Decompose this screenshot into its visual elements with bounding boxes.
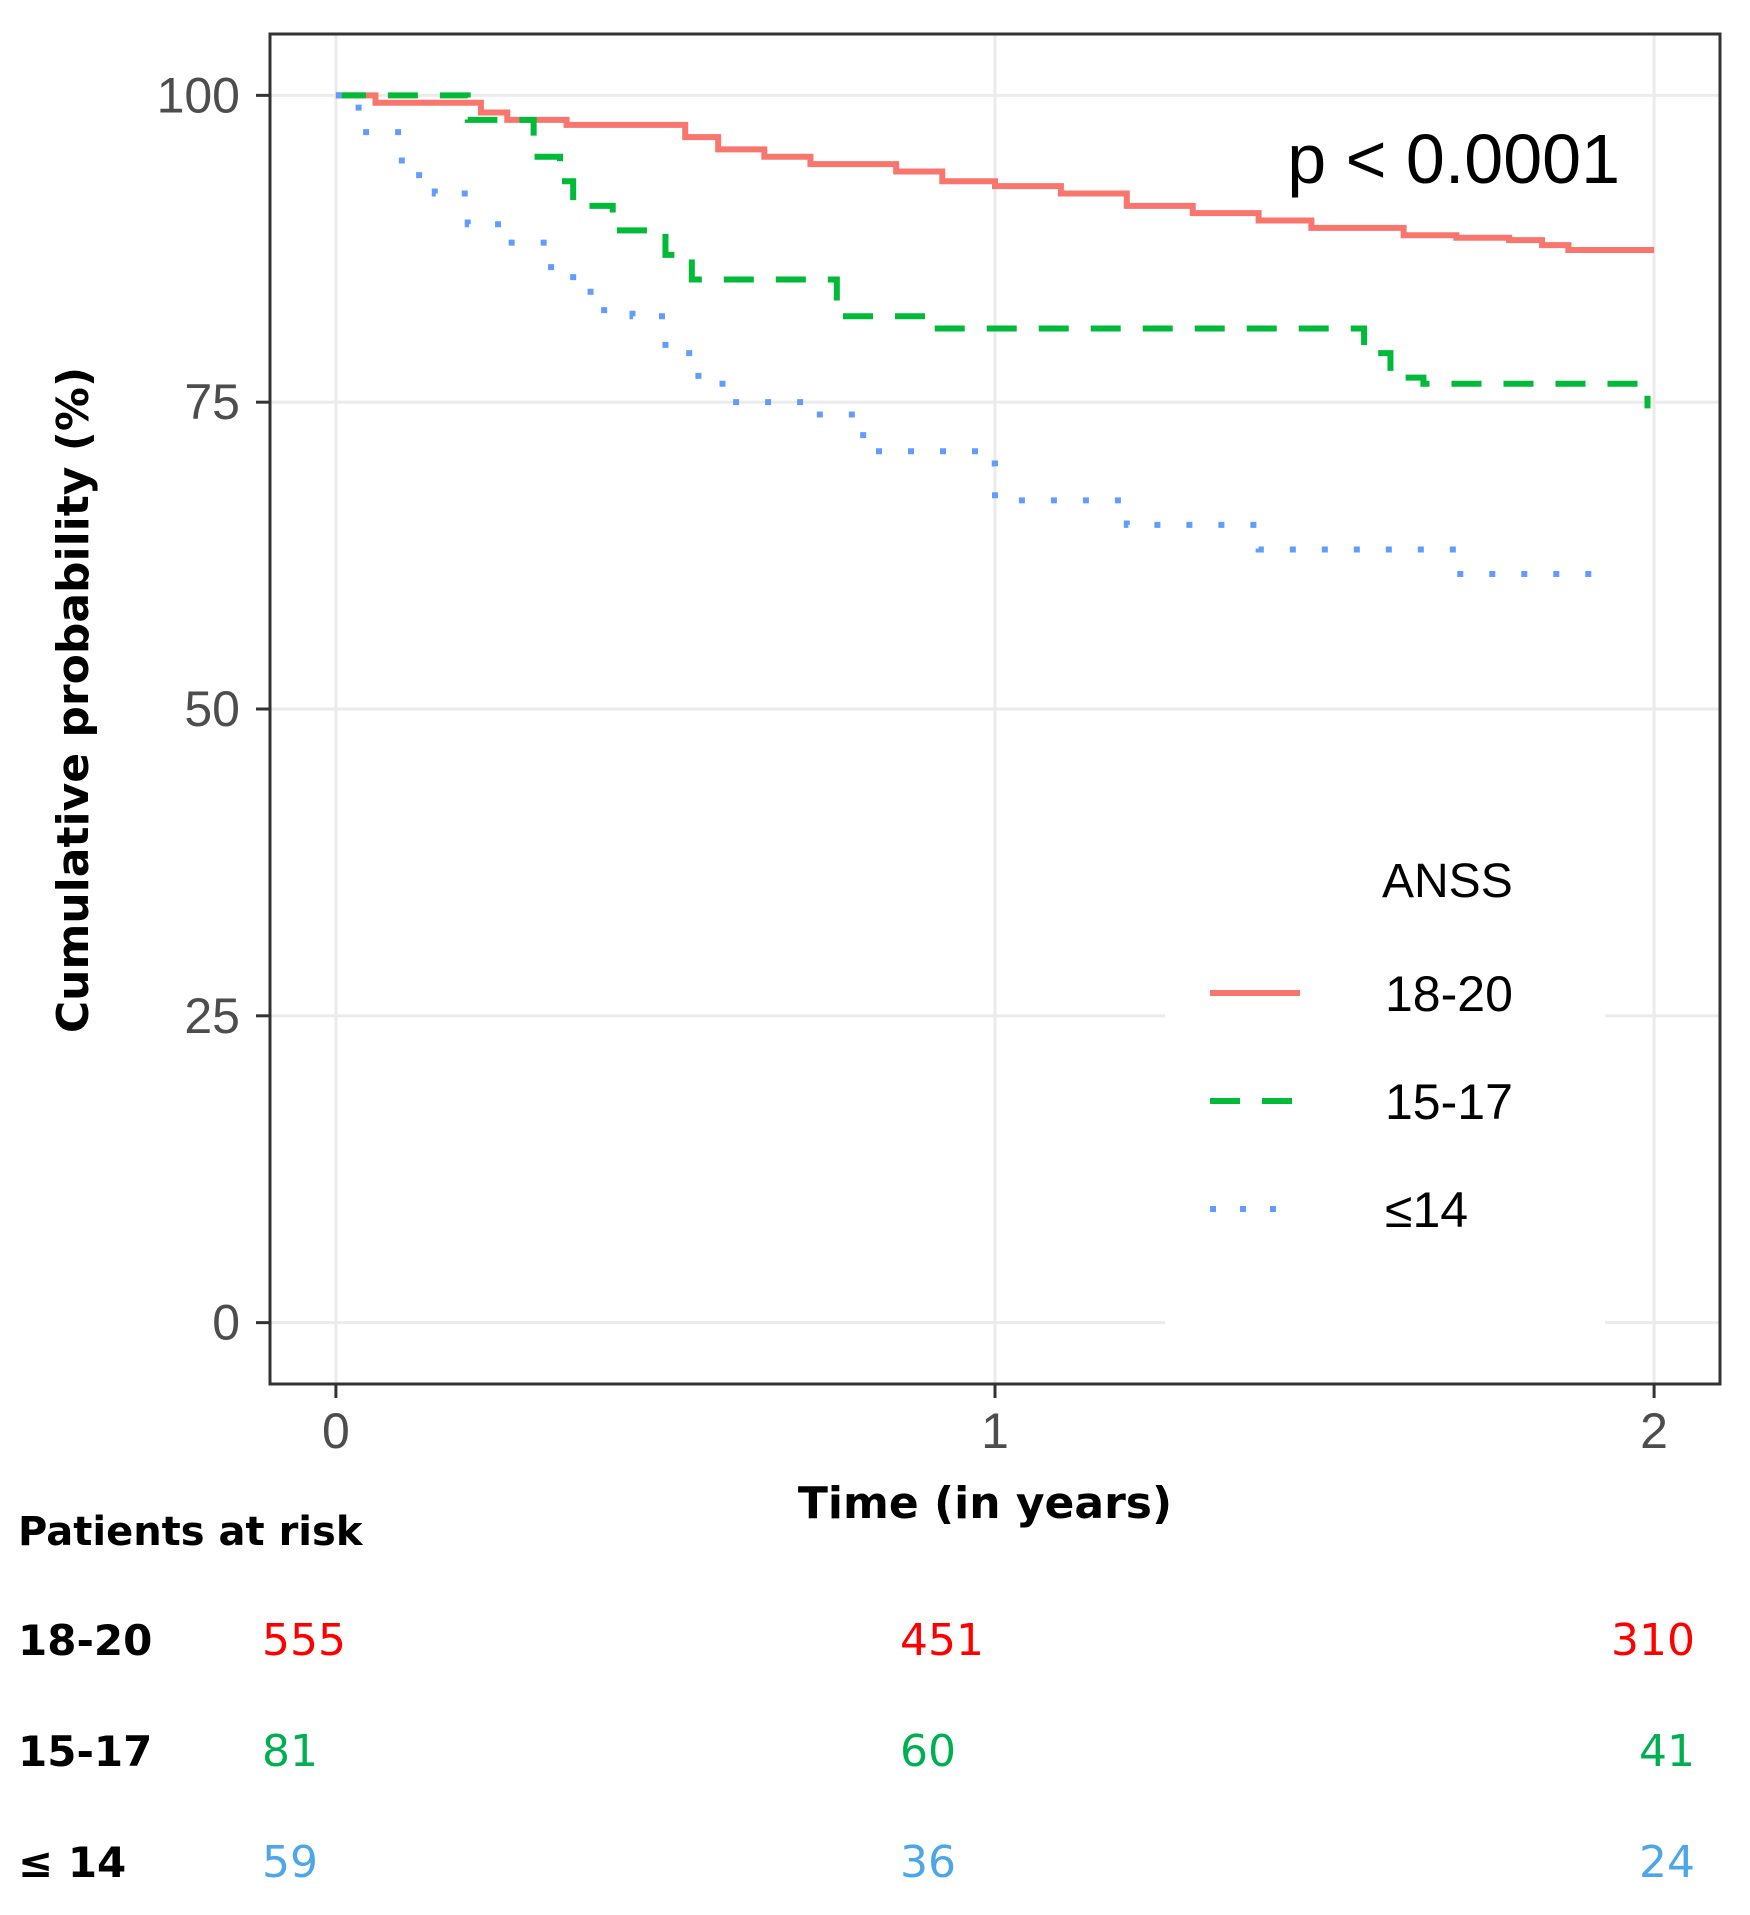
risk-row-label-2: ≤ 14 [18,1838,126,1887]
x-tick-label: 2 [1640,1403,1668,1459]
risk-count-2-0: 59 [262,1837,318,1888]
risk-count-0-2: 310 [1611,1615,1695,1666]
x-tick-label: 0 [322,1403,350,1459]
legend-title: ANSS [1382,855,1513,908]
risk-table-title: Patients at risk [18,1509,364,1555]
risk-count-2-1: 36 [900,1837,956,1888]
y-tick-label: 100 [157,67,240,123]
grid-lines [270,34,1720,1384]
y-tick-label: 75 [184,374,240,430]
x-tick-label: 1 [981,1403,1009,1459]
y-tick-label: 25 [184,988,240,1044]
p-value-annotation: p < 0.0001 [1287,120,1620,198]
risk-row-label-0: 18-20 [18,1616,152,1665]
series-line-1 [335,92,1651,409]
risk-count-0-1: 451 [900,1615,984,1666]
risk-count-2-2: 24 [1639,1837,1695,1888]
risk-row-label-1: 15-17 [18,1727,152,1776]
risk-count-0-0: 555 [262,1615,346,1666]
series-layer [335,92,1655,577]
risk-table: Patients at risk 18-20 555 451 310 15-17 81 60… [18,1509,1695,1888]
series-line-2 [335,92,1615,577]
y-axis-title: Cumulative probability (%) [48,367,99,1033]
y-tick-label: 0 [212,1295,240,1351]
axis-ticks: 0 25 50 75 100 0 1 2 [157,67,1668,1459]
legend-label-1: 15-17 [1385,1074,1513,1130]
x-axis-title: Time (in years) [798,1478,1172,1529]
risk-count-1-0: 81 [262,1726,318,1777]
series-line-0 [335,92,1655,253]
legend: ANSS 18-20 15-17 ≤14 [1165,820,1605,1350]
legend-label-2: ≤14 [1385,1182,1468,1238]
y-tick-label: 50 [184,681,240,737]
risk-count-1-2: 41 [1639,1726,1695,1777]
legend-label-0: 18-20 [1385,966,1513,1022]
legend-background [1165,820,1605,1350]
risk-count-1-1: 60 [900,1726,956,1777]
